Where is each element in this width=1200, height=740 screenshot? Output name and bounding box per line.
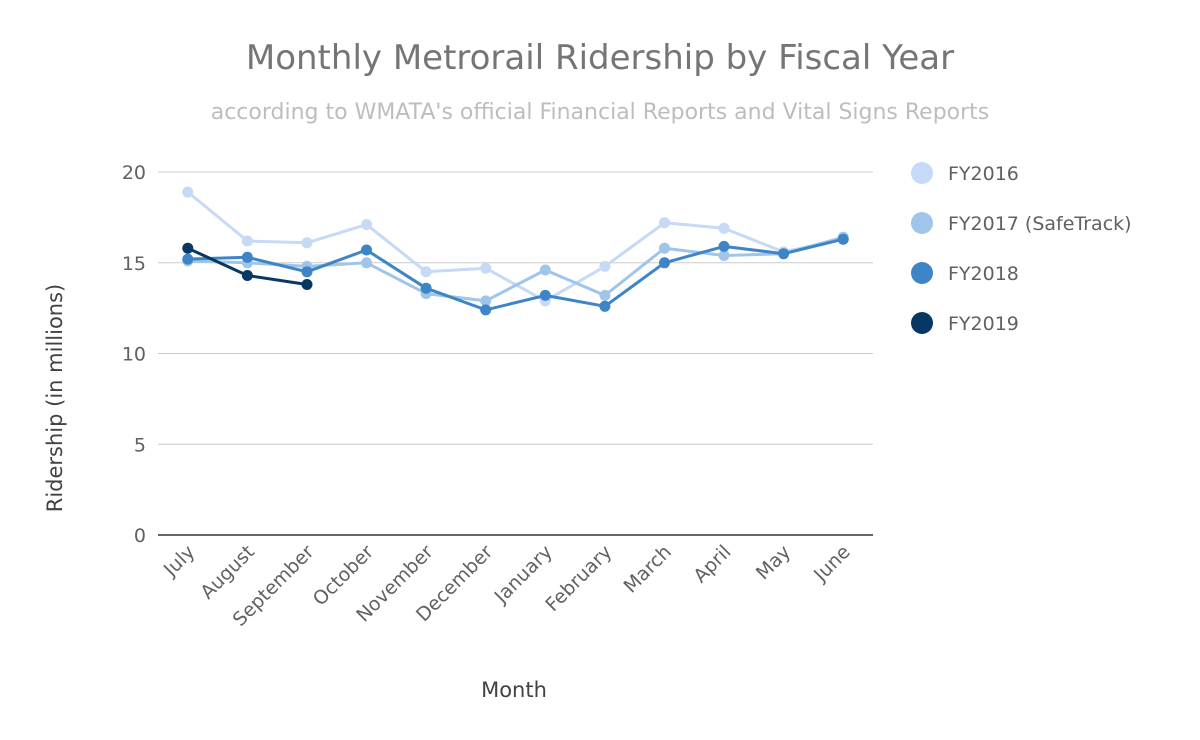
series-2-point xyxy=(241,251,253,263)
legend-marker xyxy=(911,162,933,184)
series-0-point xyxy=(420,266,432,278)
legend-marker xyxy=(911,212,933,234)
legend-label: FY2017 (SafeTrack) xyxy=(948,213,1132,235)
legend-marker xyxy=(911,262,933,284)
legend-label: FY2018 xyxy=(948,263,1019,285)
series-1-point xyxy=(361,257,372,269)
series-3-point xyxy=(241,270,253,281)
y-tick-label: 0 xyxy=(134,525,146,547)
series-0-point xyxy=(182,186,194,198)
series-2-point xyxy=(599,300,611,312)
series-0-point xyxy=(599,260,611,272)
legend-marker xyxy=(911,312,933,334)
y-axis-label: Ridership (in millions) xyxy=(43,284,67,513)
legend-label: FY2019 xyxy=(948,313,1019,335)
series-1-point xyxy=(599,289,611,301)
series-2-point xyxy=(480,304,492,316)
series-2-point xyxy=(182,253,194,265)
x-tick-label: May xyxy=(752,541,795,584)
y-tick-label: 5 xyxy=(134,434,146,456)
y-tick-label: 15 xyxy=(122,253,146,275)
series-2-point xyxy=(837,233,849,245)
x-tick-label: April xyxy=(689,541,735,587)
series-1-line xyxy=(187,235,844,303)
series-3-point xyxy=(182,242,194,254)
series-2-line xyxy=(187,237,844,312)
series-2-point xyxy=(361,244,372,256)
x-tick-label: February xyxy=(541,541,616,616)
y-tick-label: 20 xyxy=(122,162,146,184)
series-1-point xyxy=(539,264,551,276)
x-tick-label: June xyxy=(809,541,855,587)
series-2-point xyxy=(778,248,790,260)
series-2-point xyxy=(420,282,432,294)
chart-subtitle: according to WMATA's official Financial … xyxy=(210,100,990,125)
series-1-point xyxy=(480,295,492,307)
series-2-point xyxy=(659,257,670,269)
series-2-point xyxy=(718,240,730,252)
series-0-point xyxy=(361,219,372,231)
x-tick-label: July xyxy=(159,541,199,581)
x-axis-label: Month xyxy=(481,678,547,702)
series-0-point xyxy=(659,217,670,229)
y-tick-label: 10 xyxy=(122,344,146,366)
series-0-point xyxy=(718,222,730,234)
x-tick-label: March xyxy=(619,541,676,598)
legend-label: FY2016 xyxy=(948,163,1019,185)
series-0-point xyxy=(480,262,492,274)
series-2-point xyxy=(301,266,313,278)
series-3-point xyxy=(301,279,313,290)
series-0-point xyxy=(301,237,313,249)
series-0-point xyxy=(241,235,253,247)
series-1-point xyxy=(718,250,730,261)
chart-title: Monthly Metrorail Ridership by Fiscal Ye… xyxy=(245,38,955,78)
series-1-point xyxy=(659,242,670,254)
series-2-point xyxy=(539,289,551,301)
